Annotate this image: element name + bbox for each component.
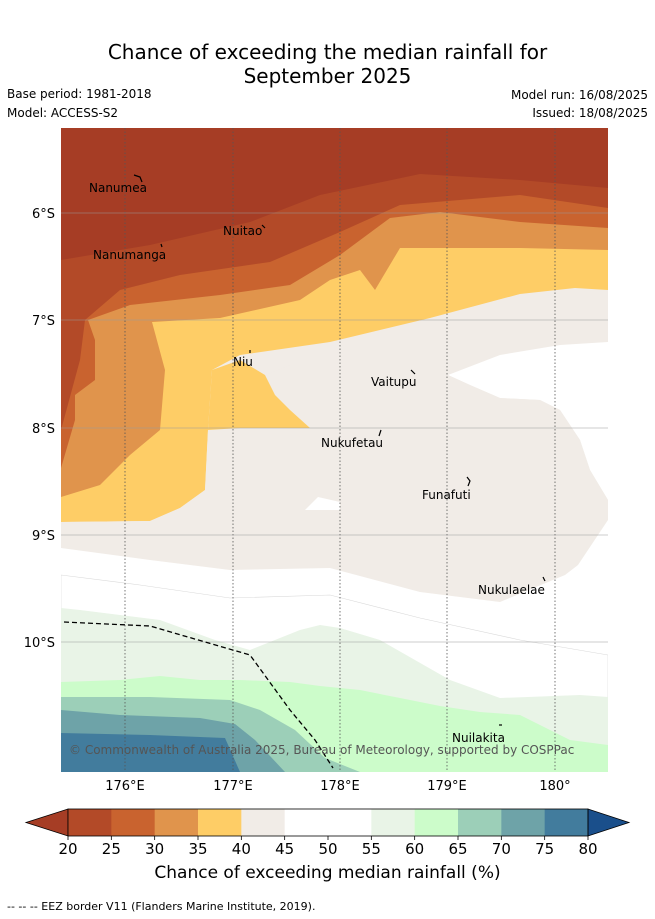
lon-label: 180° [539,779,570,794]
eez-legend: -- -- -- EEZ border V11 (Flanders Marine… [7,900,316,913]
title-line-1: Chance of exceeding the median rainfall … [107,40,548,64]
lat-label: 8°S [32,422,55,437]
colorbar-tick-label: 35 [188,840,207,858]
place-nanumea: Nanumea [89,181,147,195]
colorbar-tick-label: 80 [578,840,597,858]
colorbar-tick-label: 50 [318,840,337,858]
band-80 [61,733,240,772]
colorbar-tick-label: 65 [448,840,467,858]
island-funafuti [466,476,471,487]
colorbar-title: Chance of exceeding median rainfall (%) [154,863,501,883]
place-vaitupu: Vaitupu [371,375,417,389]
colorbar-tick-label: 30 [145,840,164,858]
colorbar-segment [458,809,502,836]
white-patch [305,497,340,510]
issued-date: Issued: 18/08/2025 [532,106,648,120]
colorbar-tick-label: 45 [275,840,294,858]
island-outlines [133,174,546,726]
colorbar: 20 25 30 35 40 45 50 55 60 65 70 75 80 [24,808,631,858]
place-labels: Nanumea Nuitao Nanumanga Niu Vaitupu Nuk… [89,181,545,745]
lat-label: 6°S [32,207,55,222]
colorbar-segment [241,809,286,836]
place-funafuti: Funafuti [422,488,471,502]
place-nukulaelae: Nukulaelae [478,583,545,597]
place-nuitao: Nuitao [223,224,262,238]
island-nukufetau [378,429,382,437]
colorbar-segment [371,809,416,836]
lat-label: 9°S [32,529,55,544]
lon-label: 176°E [105,779,145,794]
eez-border-line [63,621,334,769]
island-nuitao [261,224,266,229]
band-40-45-tongue [205,360,310,490]
colorbar-segment [414,809,459,836]
lon-label: 177°E [213,779,253,794]
colorbar-tick-label: 25 [102,840,121,858]
model-name: Model: ACCESS-S2 [7,106,119,120]
lat-label: 7°S [32,314,55,329]
map-contours: Nanumea Nuitao Nanumanga Niu Vaitupu Nuk… [61,128,608,772]
island-nukulaelae [542,576,546,582]
colorbar-segment [284,809,329,836]
colorbar-tick-label: 40 [232,840,251,858]
chart-title: Chance of exceeding the median rainfall … [0,40,655,88]
base-period: Base period: 1981-2018 [7,87,152,101]
lon-label: 178°E [320,779,360,794]
colorbar-extend-low [24,808,69,837]
colorbar-segment [501,809,546,836]
colorbar-tick-label: 55 [362,840,381,858]
copyright-notice: © Commonwealth of Australia 2025, Bureau… [69,743,574,757]
colorbar-tick-label: 70 [492,840,511,858]
longitude-labels: 176°E 177°E 178°E 179°E 180° [105,779,570,794]
latitude-gridlines [61,212,608,643]
colorbar-segment [68,809,112,836]
longitude-gridlines [124,128,556,772]
colorbar-segment [544,809,589,836]
colorbar-tick-label: 20 [58,840,77,858]
lon-label: 179°E [427,779,467,794]
title-line-2: September 2025 [243,64,412,88]
place-niu: Niu [233,355,253,369]
island-nanumea [133,174,143,183]
island-nanumanga [160,243,163,248]
colorbar-tick-label: 60 [405,840,424,858]
colorbar-segment [111,809,156,836]
colorbar-segment [198,809,242,836]
place-nuilakita: Nuilakita [452,731,505,745]
colorbar-extend-high [587,808,631,837]
model-run: Model run: 16/08/2025 [510,88,648,102]
place-nukufetau: Nukufetau [321,436,383,450]
colorbar-segment [328,809,372,836]
place-nanumanga: Nanumanga [93,248,166,262]
latitude-labels: 6°S 7°S 8°S 9°S 10°S [24,207,55,651]
band-50-55-east [448,342,608,500]
colorbar-tick-label: 75 [535,840,554,858]
island-vaitupu [410,369,416,375]
lat-label: 10°S [24,636,55,651]
colorbar-segment [154,809,199,836]
